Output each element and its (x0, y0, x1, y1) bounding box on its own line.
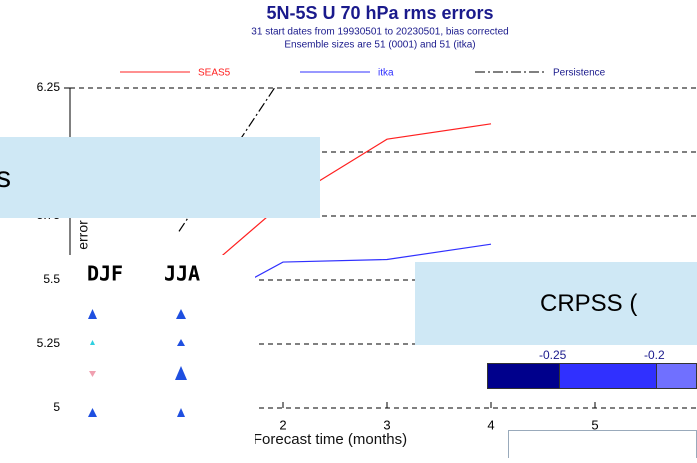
x-tick-label: 2 (279, 417, 286, 432)
x-tick-label: 5 (591, 417, 598, 432)
legend-label: SEAS5 (198, 68, 231, 79)
map-panel (508, 430, 697, 458)
x-label: Forecast time (months) (253, 431, 407, 448)
season-icons: DJF JJA (87, 262, 200, 417)
overlay-box: CRPSS ( (415, 262, 697, 345)
y-tick-label: 5.25 (37, 336, 61, 350)
subtitle: 31 start dates from 19930501 to 20230501… (251, 27, 508, 38)
box-text: CRPSS ( (540, 289, 638, 317)
colorbar-label: -0.25 (539, 348, 567, 362)
y-tick-label: 5.5 (43, 272, 60, 286)
season-header: JJA (164, 262, 200, 286)
chart-title: 5N-5S U 70 hPa rms errors (266, 3, 493, 23)
x-tick-label: 3 (383, 417, 390, 432)
legend-label: Persistence (553, 68, 606, 79)
y-tick-label: 6.25 (37, 80, 61, 94)
series-line (178, 123, 492, 294)
x-tick-label: 4 (487, 417, 494, 432)
colorbar: -0.25 -0.2 (487, 348, 697, 390)
box-text: s (0, 160, 11, 194)
legend-label: itka (378, 68, 394, 79)
subtitle: Ensemble sizes are 51 (0001) and 51 (itk… (284, 40, 475, 51)
y-label: error (75, 220, 91, 250)
colorbar-label: -0.2 (644, 348, 665, 362)
overlay-box: s (0, 137, 320, 218)
season-panel: DJF JJA (60, 255, 255, 458)
season-header: DJF (87, 262, 123, 286)
y-tick-label: 5 (53, 400, 60, 414)
